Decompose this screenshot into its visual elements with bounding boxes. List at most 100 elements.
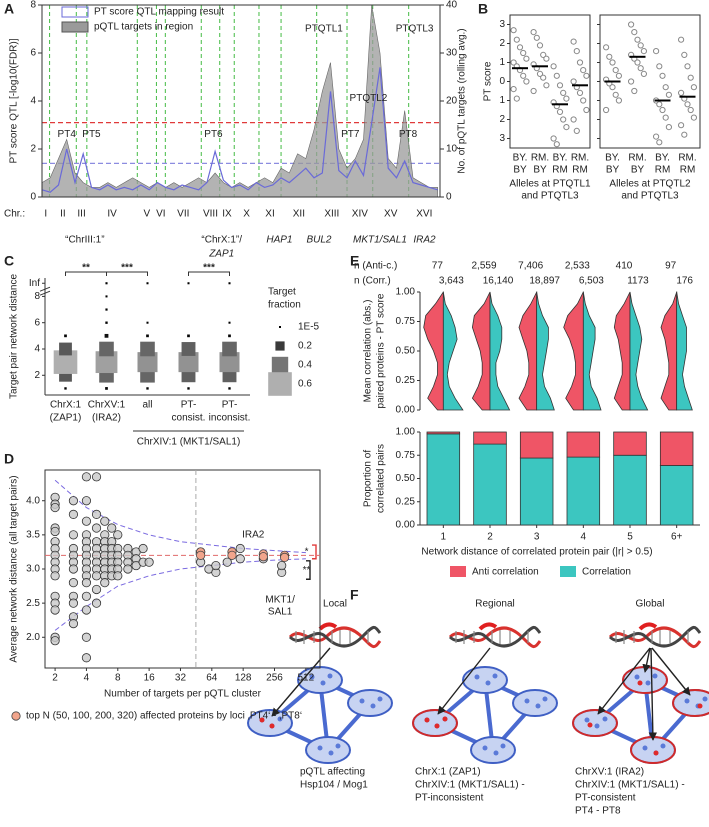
bracket: [306, 560, 311, 580]
cluster-point: [81, 472, 92, 482]
y-tick-label: 2: [34, 370, 40, 381]
peak-label: PTQTL3: [396, 24, 434, 35]
y-axis-title: correlated pairs: [376, 444, 387, 513]
legend-square: [268, 372, 292, 396]
panel-label: B: [478, 1, 488, 17]
dot: [530, 87, 537, 95]
dot: [665, 91, 673, 98]
chromosome-label: XIII: [324, 209, 339, 220]
chromosome-label: IX: [222, 209, 232, 220]
caption: ChrXIV:1 (MKT1/SAL1) -: [575, 780, 685, 791]
chromosome-label: I: [44, 209, 47, 220]
column-title: Regional: [475, 599, 514, 610]
panel-label: C: [4, 253, 14, 269]
y-tick-label: 6: [34, 317, 40, 328]
dot: [560, 89, 567, 97]
dot: [681, 51, 688, 59]
peak-label: PT5: [82, 129, 101, 140]
fraction-square: [181, 342, 196, 356]
y-tick-label: 2.0: [26, 632, 40, 643]
y-tick-label: 0.75: [396, 450, 416, 461]
violin-half: [518, 291, 538, 411]
x-tick-label: ChrXV:1: [88, 400, 126, 411]
fraction-square: [64, 387, 67, 390]
y-tick-label: Inf: [29, 278, 40, 289]
locus-label: “ChrIII:1”: [65, 235, 104, 246]
cluster-point: [107, 523, 117, 533]
top-n-point: [280, 552, 290, 562]
dot: [684, 63, 691, 70]
chromosome-label: X: [243, 209, 250, 220]
dot: [690, 114, 698, 121]
x-axis-title: Number of targets per pQTL cluster: [104, 689, 262, 700]
x-tick-label: BY.: [655, 153, 670, 164]
fraction-square: [105, 308, 108, 311]
fraction-square: [187, 334, 190, 338]
dot: [684, 101, 691, 108]
dot: [520, 49, 527, 57]
fraction-square: [146, 334, 149, 338]
dot: [523, 78, 530, 85]
cluster-point: [235, 554, 245, 564]
dot: [553, 72, 560, 79]
cluster-point: [211, 560, 221, 571]
dot: [516, 44, 524, 51]
cluster-point: [68, 619, 79, 629]
legend-swatch: [61, 6, 89, 18]
legend-square: [278, 325, 282, 329]
x-tick-label: 64: [206, 673, 218, 684]
dot: [637, 65, 644, 72]
cluster-point: [91, 509, 102, 519]
cluster-point: [81, 516, 92, 526]
y-tick-label: 8: [34, 291, 40, 302]
count-label: 16,140: [483, 276, 514, 287]
x-axis-title: Alleles at PTQTL2: [609, 179, 691, 190]
violin-half: [489, 291, 511, 411]
fraction-square: [64, 334, 67, 338]
bar-segment: [613, 431, 647, 456]
legend-label: 1E-5: [298, 322, 320, 333]
x-tick-label: BY.: [553, 153, 568, 164]
count-label: 97: [665, 261, 677, 272]
peak-label: PT8: [399, 129, 418, 140]
dot: [536, 42, 544, 49]
x-tick-label: BY.: [513, 153, 528, 164]
x-tick-label: RM.: [678, 153, 696, 164]
dot: [550, 63, 557, 70]
x-tick-label: 1: [441, 532, 447, 543]
x-tick-label: 2: [487, 532, 493, 543]
fraction-square: [99, 341, 114, 357]
fraction-square: [53, 350, 78, 374]
significance-label: **: [82, 263, 90, 274]
fraction-square: [104, 333, 109, 338]
y-axis-title: PT score: [483, 61, 494, 101]
chromosome-label: VI: [156, 209, 165, 220]
count-label: 1173: [627, 276, 649, 287]
dot: [570, 78, 577, 85]
cluster-point: [91, 598, 102, 608]
fraction-square: [228, 282, 231, 285]
y-axis-title: Mean correlation (abs.): [363, 300, 374, 403]
y-tick-label: 0: [499, 76, 505, 87]
caption: ChrXIV:1 (MKT1/SAL1) -: [415, 780, 525, 791]
x-tick-label: 4: [581, 532, 587, 543]
legend-swatch: [450, 566, 466, 577]
axis-break: [39, 286, 51, 296]
cluster-point: [91, 584, 102, 595]
caption: ChrXV:1 (IRA2): [575, 767, 644, 778]
dot: [573, 48, 580, 55]
violin-half: [676, 291, 693, 411]
count-label: 2,533: [565, 261, 590, 272]
x-tick-label: 256: [266, 673, 283, 684]
legend-swatch: [61, 21, 89, 33]
column-title: Global: [636, 599, 665, 610]
cluster-point: [81, 591, 92, 601]
dot: [570, 38, 577, 45]
significance-bracket: [106, 271, 148, 276]
count-label: 410: [616, 261, 633, 272]
dot: [665, 124, 673, 131]
chromosome-label: IV: [107, 209, 117, 220]
x-tick-label: 4: [84, 673, 90, 684]
dot: [631, 28, 638, 36]
x-tick-label: PT-: [222, 400, 238, 411]
